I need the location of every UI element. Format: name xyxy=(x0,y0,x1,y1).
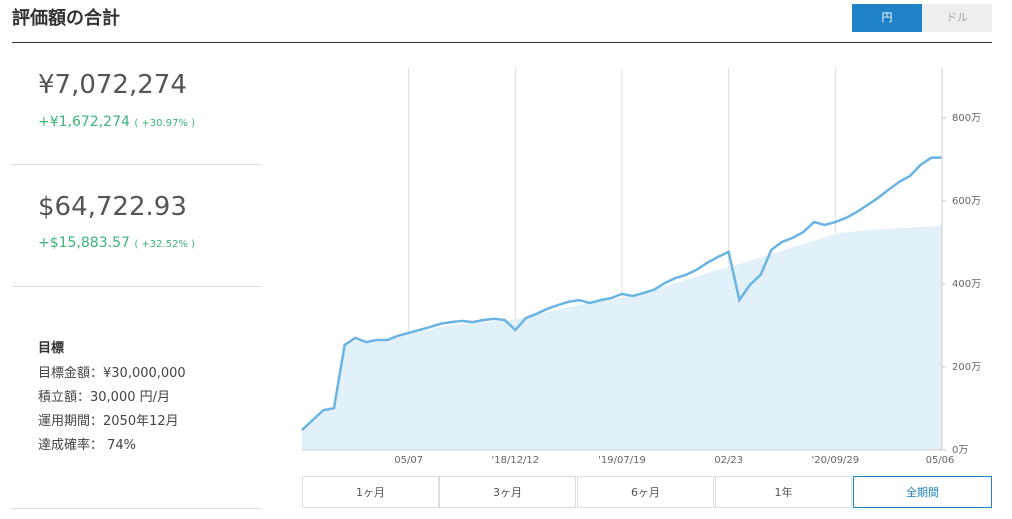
principal-area xyxy=(302,225,942,450)
dollar-toggle[interactable]: ドル xyxy=(922,4,992,32)
header-rule xyxy=(12,42,992,43)
change-value: +¥1,672,274 xyxy=(38,114,130,130)
y-tick-label: 600万 xyxy=(952,196,981,207)
goal-item: 積立額：30,000 円/月 xyxy=(38,390,170,405)
change-dollar: +$15,883.57 ( +32.52% ) xyxy=(38,235,195,251)
change-pct: ( +32.52% ) xyxy=(134,239,196,250)
range-button[interactable]: 6ヶ月 xyxy=(577,476,714,508)
y-tick-label: 800万 xyxy=(952,113,981,124)
y-tick-label: 0万 xyxy=(952,445,968,456)
divider xyxy=(12,164,262,165)
goal-item: 達成確率： 74% xyxy=(38,438,137,453)
chart: 05/07 '18/12/12 '19/07/19 02/23 '20/09/29 05/… xyxy=(301,68,981,466)
y-tick-label: 400万 xyxy=(952,279,981,290)
range-button-active[interactable]: 全期間 xyxy=(853,476,992,508)
yen-toggle[interactable]: 円 xyxy=(852,4,922,32)
x-tick-label: 05/06 xyxy=(926,455,955,466)
divider xyxy=(12,508,262,509)
goal-title: 目標 xyxy=(38,341,65,356)
total-yen: ¥7,072,274 xyxy=(38,70,187,100)
change-value: +$15,883.57 xyxy=(38,235,130,251)
divider xyxy=(12,286,262,287)
header-title: 評価額の合計 xyxy=(12,8,120,29)
total-dollar: $64,722.93 xyxy=(38,192,187,222)
change-pct: ( +30.97% ) xyxy=(134,118,196,129)
x-tick-label: 02/23 xyxy=(714,455,743,466)
x-tick-label: '20/09/29 xyxy=(811,455,859,466)
x-tick-label: '18/12/12 xyxy=(491,455,539,466)
change-yen: +¥1,672,274 ( +30.97% ) xyxy=(38,114,195,130)
x-tick-label: 05/07 xyxy=(394,455,423,466)
x-tick-label: '19/07/19 xyxy=(598,455,646,466)
range-button[interactable]: 1ヶ月 xyxy=(302,476,439,508)
goal-item: 目標金額：¥30,000,000 xyxy=(38,366,186,381)
range-button[interactable]: 3ヶ月 xyxy=(439,476,576,508)
range-button[interactable]: 1年 xyxy=(715,476,852,508)
value-line xyxy=(301,156,942,431)
goal-item: 運用期間：2050年12月 xyxy=(38,414,179,429)
y-tick-label: 200万 xyxy=(952,362,981,373)
